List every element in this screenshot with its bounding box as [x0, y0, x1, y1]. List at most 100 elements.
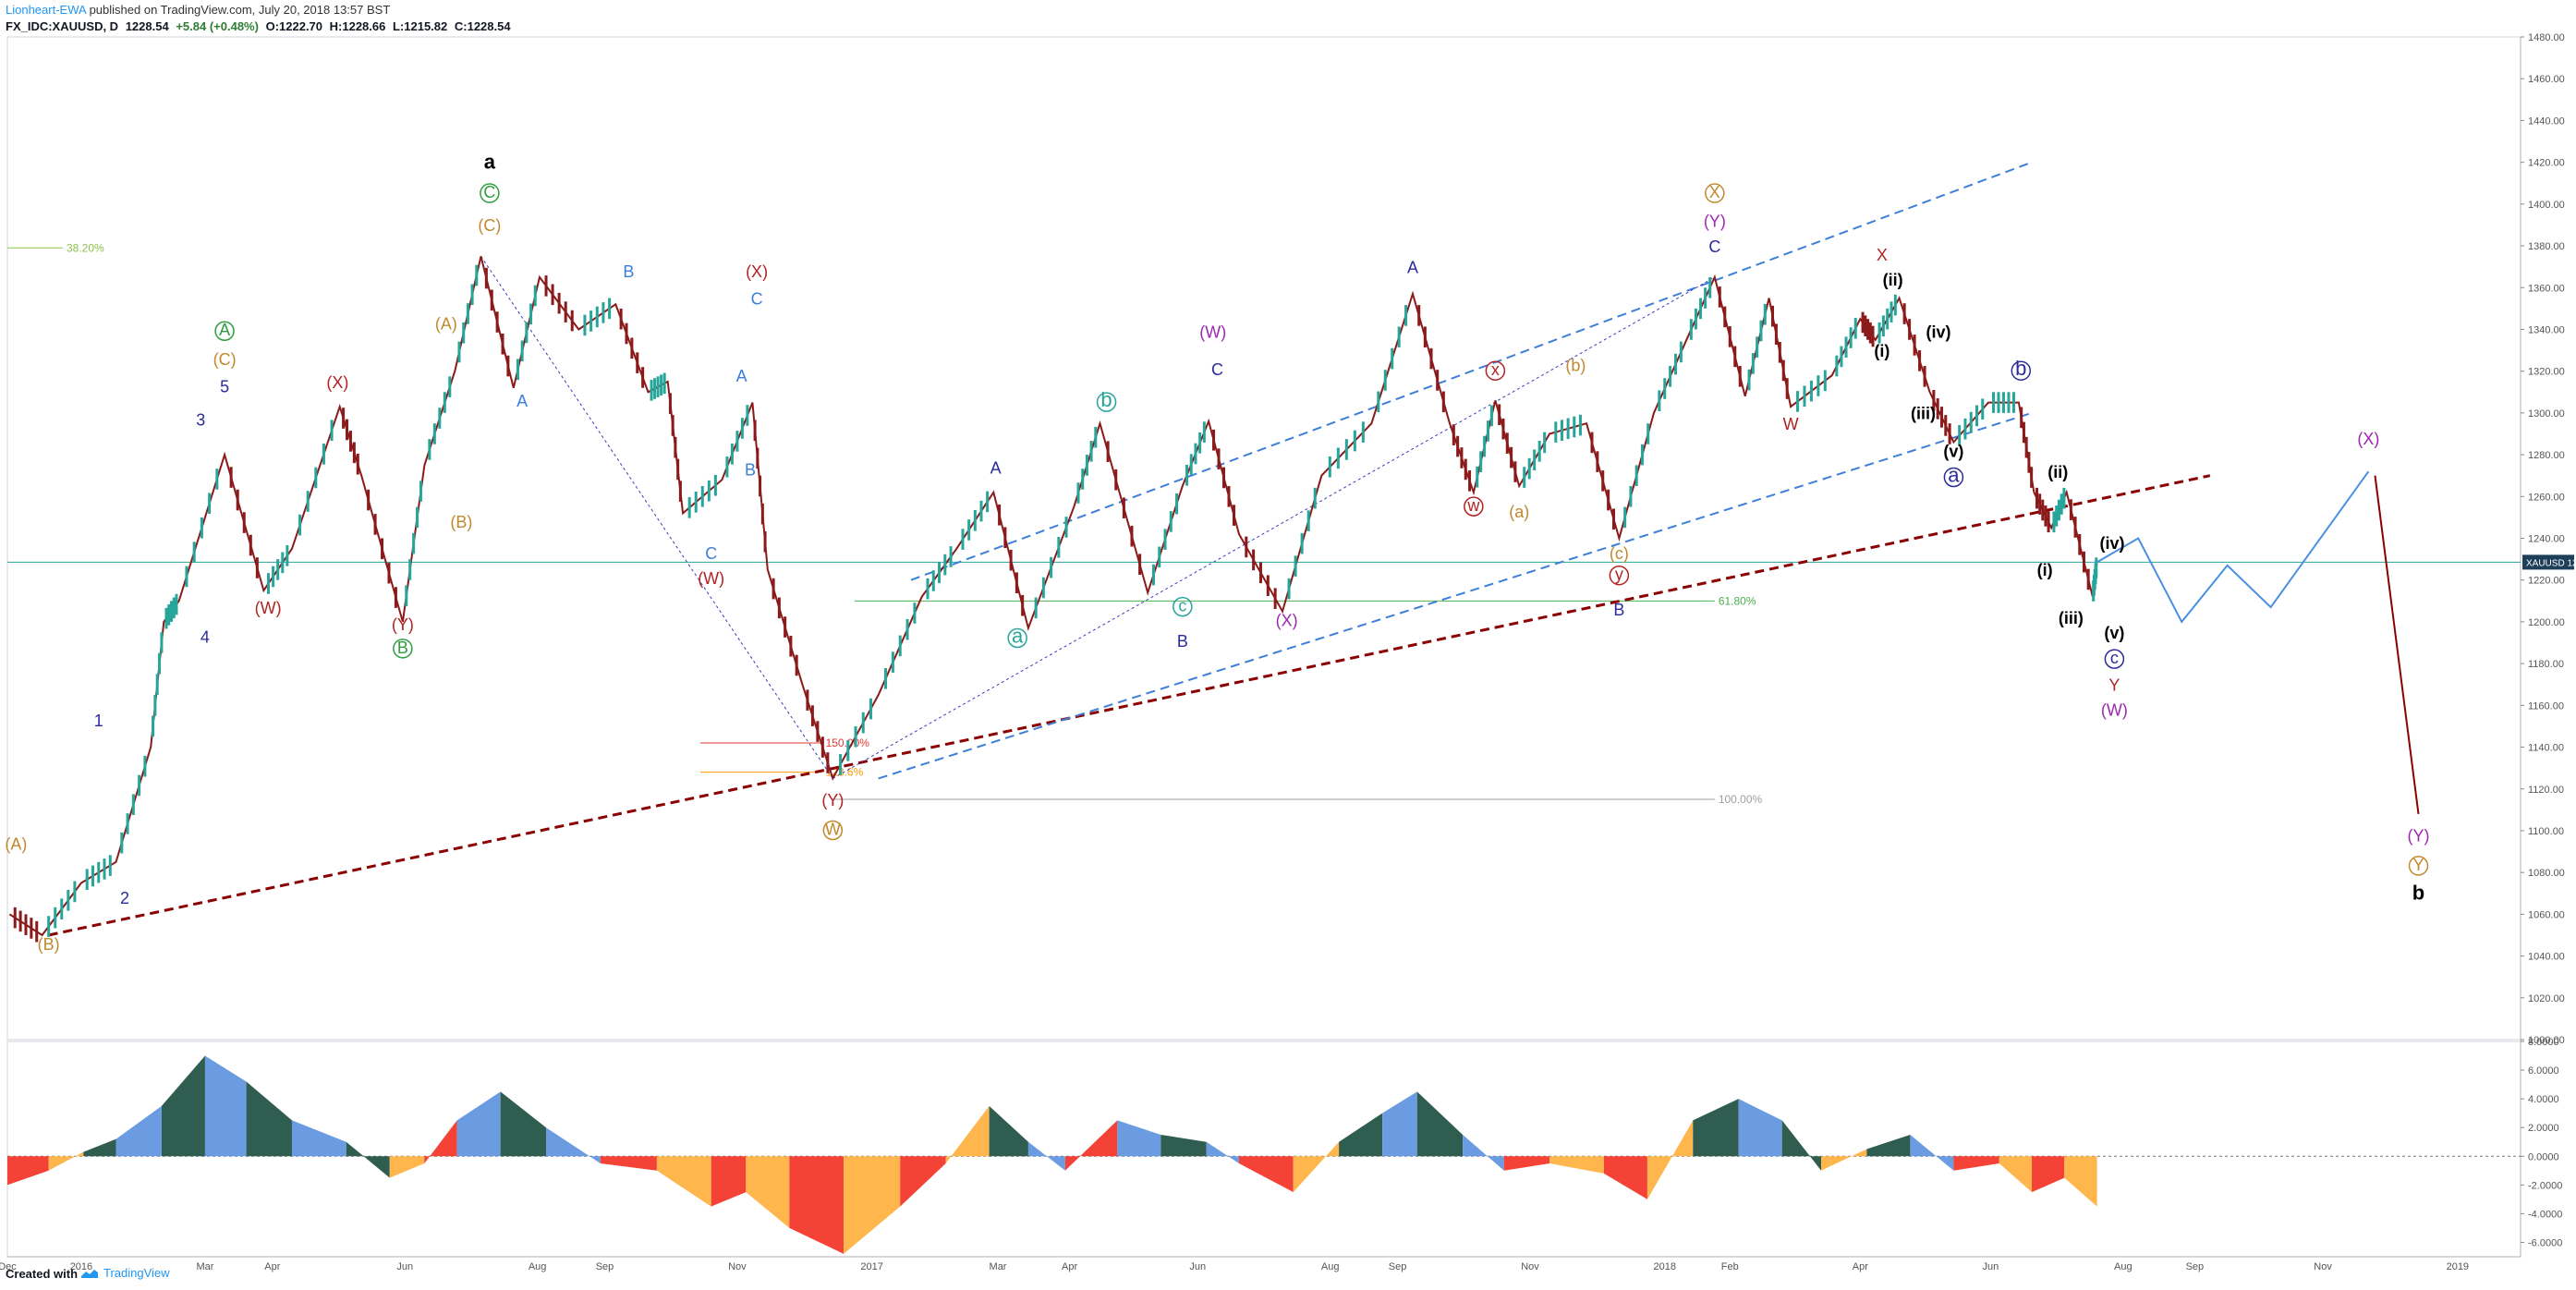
- wave-label: a: [1012, 625, 1024, 648]
- tradingview-link[interactable]: TradingView: [81, 1266, 170, 1280]
- price-candle: [1377, 391, 1380, 413]
- price-candle: [1913, 335, 1916, 356]
- price-candle: [1245, 536, 1248, 558]
- price-candle: [167, 604, 171, 626]
- price-candle: [967, 519, 971, 541]
- wave-label: B: [623, 262, 634, 281]
- price-candle: [373, 514, 377, 535]
- price-candle: [700, 485, 704, 507]
- price-candle: [2057, 499, 2060, 521]
- price-candle: [1944, 415, 1948, 436]
- price-candle: [1573, 416, 1576, 438]
- time-tick-label: Dec: [0, 1261, 17, 1272]
- price-candle: [861, 712, 865, 734]
- price-candle: [1417, 305, 1421, 326]
- oscillator-bar: [789, 1156, 844, 1254]
- price-tick-label: 1000.00: [2528, 1035, 2565, 1046]
- wave-label-circle: [480, 183, 500, 203]
- wave-label: 3: [196, 410, 205, 429]
- price-candle: [806, 689, 809, 711]
- price-candle: [24, 914, 28, 935]
- time-tick-label: Sep: [2186, 1261, 2205, 1272]
- price-candle: [1861, 311, 1865, 334]
- price-candle: [1266, 575, 1270, 597]
- wave-label: (c): [1610, 544, 1629, 563]
- price-candle: [753, 420, 757, 442]
- oscillator-bar: [746, 1156, 790, 1228]
- wave-label: A: [990, 458, 1002, 477]
- price-candle: [466, 303, 469, 324]
- price-candle: [662, 372, 666, 395]
- price-candle: [438, 408, 442, 429]
- price-candle: [1560, 420, 1563, 442]
- wave-label: (W): [698, 569, 724, 588]
- dotted-trend-line: [832, 276, 1716, 779]
- price-candle: [126, 813, 129, 834]
- price-candle: [1969, 411, 1973, 433]
- price-candle: [784, 616, 787, 638]
- wave-label: (a): [1509, 503, 1529, 521]
- price-candle: [495, 311, 499, 333]
- price-candle: [13, 907, 17, 929]
- wave-label: C: [705, 544, 717, 563]
- footer: Created with TradingView: [0, 1266, 2576, 1290]
- wave-label: (iv): [2100, 534, 2125, 553]
- wave-label-circle: [2104, 649, 2125, 669]
- price-candle: [1590, 432, 1594, 454]
- oscillator-bar: [500, 1091, 547, 1157]
- price-candle: [1158, 546, 1161, 568]
- price-candle: [1294, 555, 1297, 577]
- wave-label: c: [2110, 649, 2119, 667]
- oscillator-bar: [1463, 1134, 1504, 1171]
- price-candle: [1823, 370, 1827, 392]
- price-candle: [676, 458, 680, 481]
- price-candle: [255, 557, 259, 578]
- price-candle: [2095, 557, 2098, 578]
- created-with-label: Created with: [6, 1267, 79, 1281]
- price-candle: [1958, 425, 1962, 446]
- wave-label-circle: [822, 820, 844, 841]
- wave-label-circle: [1609, 565, 1630, 586]
- wave-label: X: [1709, 183, 1720, 201]
- price-candle: [898, 635, 902, 657]
- price-tick-label: 1440.00: [2528, 116, 2565, 127]
- last-price: 1228.54: [125, 19, 169, 33]
- price-candle: [158, 652, 162, 675]
- price-candle: [1747, 369, 1751, 391]
- red-trendline: [48, 474, 2211, 937]
- price-candle: [428, 439, 431, 460]
- author-link[interactable]: Lionheart-EWA: [6, 3, 86, 17]
- price-candle: [1057, 536, 1061, 558]
- oscillator-bar: [1238, 1156, 1294, 1193]
- wave-label: B: [1177, 632, 1188, 651]
- price-candle: [943, 554, 947, 576]
- price-candle: [394, 587, 397, 608]
- price-candle: [1756, 336, 1759, 358]
- price-tick-label: 1260.00: [2528, 492, 2565, 503]
- time-tick-label: Nov: [2314, 1261, 2332, 1272]
- price-candle: [1963, 418, 1967, 440]
- oscillator-bar: [1910, 1134, 1954, 1171]
- price-candle: [367, 489, 371, 511]
- price-candle: [342, 408, 346, 429]
- oscillator-bar: [1064, 1120, 1118, 1171]
- price-candle: [1003, 527, 1007, 549]
- oscillator-bar: [83, 1138, 116, 1157]
- price-candle: [820, 736, 824, 758]
- oscillator-bar: [389, 1156, 425, 1178]
- oscillator-bar: [1293, 1141, 1340, 1193]
- price-tick-label: 1140.00: [2528, 743, 2564, 754]
- oscillator-bar: [1603, 1156, 1647, 1199]
- price-candle: [470, 284, 474, 306]
- price-candle: [826, 752, 830, 773]
- wave-label: (iii): [2059, 609, 2084, 627]
- price-candle: [475, 264, 479, 286]
- wave-label: x: [1491, 360, 1500, 379]
- price-candle: [1607, 489, 1610, 511]
- price-candle: [516, 359, 519, 381]
- price-candle: [1479, 451, 1483, 472]
- price-candle: [636, 352, 639, 373]
- wave-label: (i): [1874, 342, 1889, 360]
- low-value: L:1215.82: [392, 19, 448, 33]
